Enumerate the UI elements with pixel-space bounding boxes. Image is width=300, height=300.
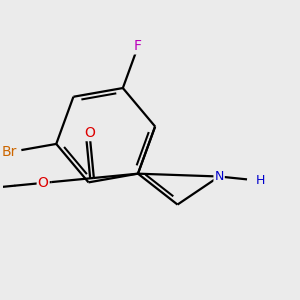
Text: H: H — [256, 174, 265, 187]
Text: O: O — [38, 176, 49, 190]
Text: Br: Br — [2, 145, 17, 159]
Text: F: F — [134, 39, 142, 53]
Text: O: O — [84, 126, 95, 140]
Text: N: N — [214, 170, 224, 183]
